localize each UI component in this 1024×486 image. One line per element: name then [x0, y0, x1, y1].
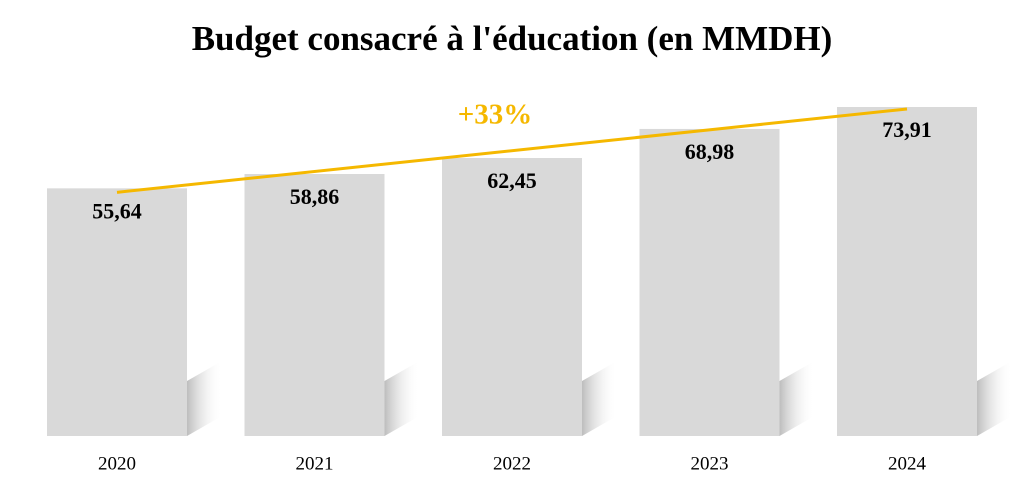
bar-shadow [582, 361, 617, 436]
bar [47, 188, 187, 436]
value-label: 62,45 [487, 168, 537, 193]
value-label: 73,91 [882, 117, 932, 142]
bar-shadow [384, 361, 420, 436]
value-label: 55,64 [92, 198, 142, 223]
x-tick-label: 2022 [493, 453, 531, 474]
bar [837, 107, 977, 436]
x-tick-label: 2020 [98, 453, 136, 474]
x-tick-label: 2024 [888, 453, 927, 474]
trend-line [116, 107, 908, 194]
value-label: 68,98 [685, 139, 735, 164]
x-tick-label: 2021 [296, 453, 334, 474]
bar [639, 128, 780, 437]
value-label: 58,86 [290, 184, 340, 209]
x-tick-label: 2023 [691, 453, 729, 474]
bar-shadow [977, 361, 1012, 436]
bar [442, 158, 582, 437]
annotation: +33% [458, 99, 533, 131]
bar-shadow [187, 361, 222, 436]
chart-title: Budget consacré à l'éducation (en MMDH) [192, 19, 833, 58]
bar [244, 173, 385, 436]
bar-shadow [779, 361, 815, 436]
